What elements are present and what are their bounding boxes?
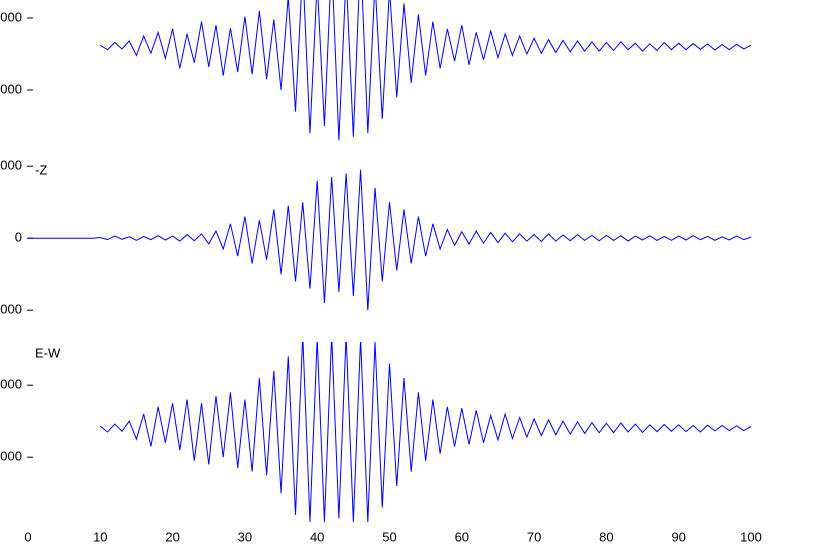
y-tick-label: 000 [0,81,22,96]
x-tick-label: 10 [93,529,107,544]
x-tick-label: 100 [740,529,762,544]
y-tick-label: 000 [0,377,22,392]
series-label: E-W [35,345,61,360]
x-tick-label: 20 [165,529,179,544]
x-tick-label: 30 [238,529,252,544]
x-tick-label: 50 [382,529,396,544]
trace [100,0,752,141]
x-tick-label: 0 [24,529,31,544]
trace [99,342,752,522]
x-tick-label: 90 [671,529,685,544]
y-tick-label: 000 [0,9,22,24]
y-tick-label: 000 [0,158,22,173]
y-tick-label: 000 [0,302,22,317]
y-tick-label: 000 [0,449,22,464]
y-tick-label: 0 [15,230,22,245]
x-tick-label: 80 [599,529,613,544]
x-tick-label: 70 [527,529,541,544]
trace [28,169,752,311]
x-tick-label: 60 [455,529,469,544]
series-label: -Z [35,162,47,177]
x-tick-label: 40 [310,529,324,544]
